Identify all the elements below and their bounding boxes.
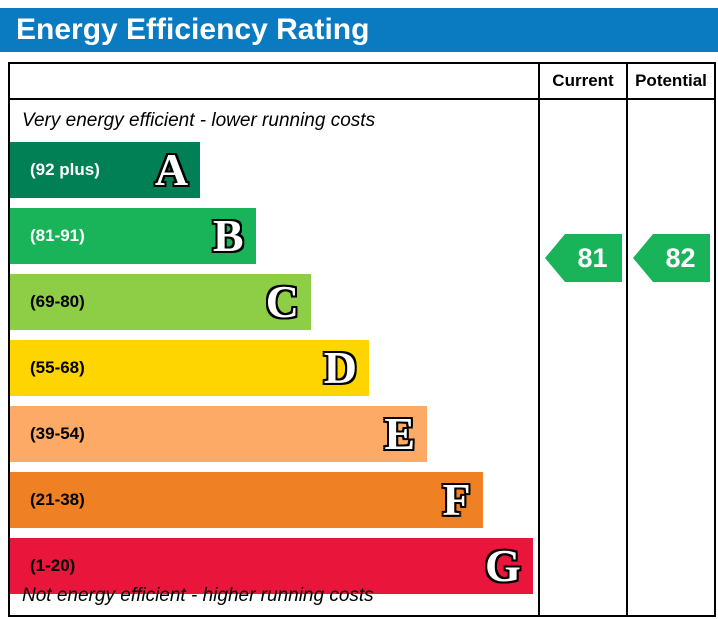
current-rating-arrow: 81 bbox=[545, 234, 622, 282]
potential-rating-value: 82 bbox=[665, 242, 696, 273]
current-column: 81 bbox=[538, 100, 626, 615]
band-range-label: (55-68) bbox=[30, 358, 85, 377]
bands-list: (92 plus) A (81-91) B (69-80) C (55-68) D (39-54… bbox=[10, 142, 538, 594]
band-e: (39-54) E bbox=[10, 406, 428, 462]
title-bar: Energy Efficiency Rating bbox=[0, 8, 718, 52]
band-range-label: (39-54) bbox=[30, 424, 85, 443]
band-range-label: (1-20) bbox=[30, 556, 76, 575]
band-letter: G bbox=[484, 540, 521, 591]
page-title: Energy Efficiency Rating bbox=[16, 13, 370, 46]
column-header-potential: Potential bbox=[626, 64, 714, 100]
band-letter: E bbox=[384, 408, 416, 459]
band-f: (21-38) F bbox=[10, 472, 483, 528]
band-a: (92 plus) A bbox=[10, 142, 201, 198]
band-letter: D bbox=[323, 342, 358, 393]
band-range-label: (92 plus) bbox=[30, 160, 100, 179]
band-b: (81-91) B bbox=[10, 208, 256, 264]
band-g: (1-20) G bbox=[10, 538, 533, 594]
caption-bottom: Not energy efficient - higher running co… bbox=[22, 585, 374, 606]
header-spacer bbox=[10, 64, 538, 100]
band-c: (69-80) C bbox=[10, 274, 311, 330]
band-range-label: (81-91) bbox=[30, 226, 85, 245]
band-letter: F bbox=[442, 474, 471, 525]
band-d: (55-68) D bbox=[10, 340, 370, 396]
current-rating-value: 81 bbox=[577, 242, 608, 273]
energy-rating-chart: Current Potential Very energy efficient … bbox=[8, 62, 716, 617]
potential-column: 82 bbox=[626, 100, 714, 615]
potential-rating-arrow: 82 bbox=[633, 234, 710, 282]
band-range-label: (21-38) bbox=[30, 490, 85, 509]
band-range-label: (69-80) bbox=[30, 292, 85, 311]
bands-panel: Very energy efficient - lower running co… bbox=[10, 100, 538, 615]
band-letter: A bbox=[154, 144, 189, 195]
caption-top: Very energy efficient - lower running co… bbox=[22, 110, 376, 131]
band-letter: C bbox=[265, 276, 299, 327]
band-letter: B bbox=[212, 210, 244, 261]
column-header-current: Current bbox=[538, 64, 626, 100]
